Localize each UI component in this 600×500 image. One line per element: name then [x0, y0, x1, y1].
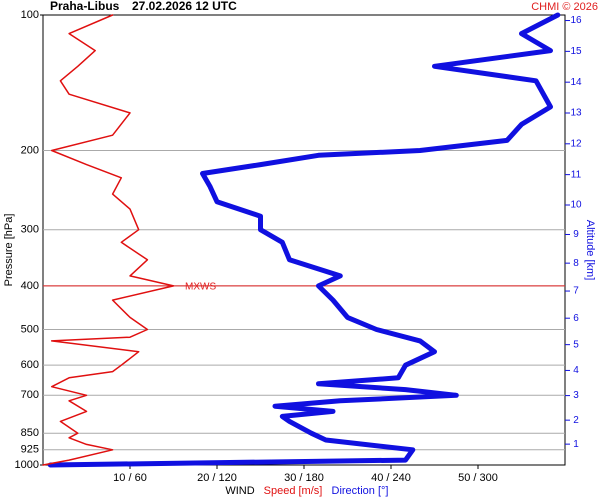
y2-tick-label: 1 [573, 439, 579, 450]
y2-tick-label: 3 [573, 390, 579, 401]
max-wind-label: MXWS [185, 282, 216, 293]
plot-frame [42, 14, 566, 466]
station-title: Praha-Libus [50, 0, 120, 13]
y2-tick-label: 10 [570, 200, 582, 211]
y-tick-label: 1000 [15, 459, 39, 471]
y2-tick-label: 14 [570, 77, 582, 88]
x-tick-label: 50 / 300 [458, 472, 498, 484]
y2-tick-label: 7 [573, 286, 579, 297]
y2-tick-label: 2 [573, 415, 579, 426]
direction-label: Direction [°] [332, 485, 389, 497]
y2-tick-label: 8 [573, 258, 579, 269]
x-tick-label: 10 / 60 [113, 472, 147, 484]
credit: CHMI © 2026 [531, 1, 598, 13]
x-tick-label: 30 / 180 [284, 472, 324, 484]
y-tick-label: 300 [21, 224, 39, 236]
y-tick-label: 200 [21, 144, 39, 156]
y2-tick-label: 16 [570, 15, 582, 26]
x-tick-label: 20 / 120 [197, 472, 237, 484]
y2-tick-label: 13 [570, 108, 582, 119]
y2-tick-label: 11 [571, 169, 582, 180]
y-tick-label: 100 [21, 9, 39, 21]
x-tick-label: 40 / 240 [371, 472, 411, 484]
direction-line [47, 12, 561, 468]
y-tick-label: 850 [21, 427, 39, 439]
y-tick-label: 500 [21, 323, 39, 335]
x-axis-label: WIND [225, 485, 254, 497]
y2-axis-label: Altitude [km] [584, 220, 596, 281]
y-tick-label: 400 [21, 280, 39, 292]
y-tick-label: 700 [21, 389, 39, 401]
y-tick-label: 925 [21, 444, 39, 456]
speed-label: Speed [m/s] [264, 485, 323, 497]
y-tick-label: 600 [21, 359, 39, 371]
speed-line [42, 14, 175, 466]
y2-tick-label: 9 [573, 229, 579, 240]
y2-tick-label: 12 [570, 138, 582, 149]
y2-tick-label: 4 [573, 365, 579, 376]
y2-tick-label: 15 [570, 46, 582, 57]
y-axis-label: Pressure [hPa] [3, 214, 15, 287]
time-subtitle: 27.02.2026 12 UTC [132, 0, 237, 13]
y2-tick-label: 6 [573, 313, 579, 324]
y2-tick-label: 5 [573, 339, 579, 350]
